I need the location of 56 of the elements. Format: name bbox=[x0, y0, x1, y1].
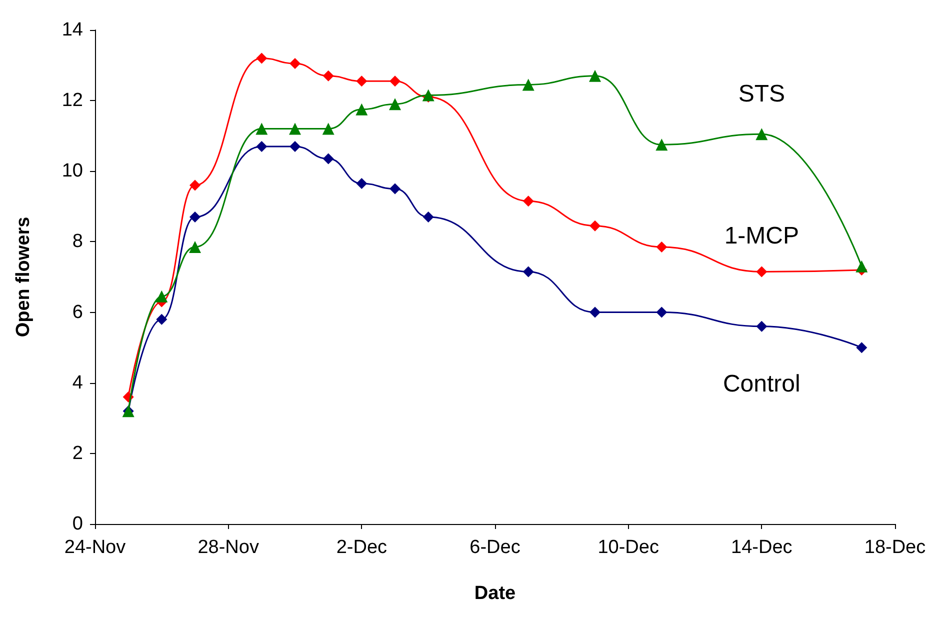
point bbox=[522, 196, 534, 207]
point bbox=[422, 89, 434, 102]
x-tick-label: 6-Dec bbox=[470, 537, 520, 558]
point bbox=[390, 76, 400, 87]
point bbox=[190, 212, 200, 223]
point bbox=[356, 76, 368, 87]
point bbox=[756, 320, 768, 332]
y-tick-label: 4 bbox=[72, 372, 84, 394]
point bbox=[422, 212, 434, 223]
series-label: Control bbox=[722, 370, 800, 398]
point bbox=[189, 241, 201, 254]
point bbox=[290, 140, 300, 152]
y-tick-label: 14 bbox=[62, 20, 84, 40]
y-tick-label: 6 bbox=[72, 302, 83, 323]
point bbox=[589, 70, 601, 82]
point bbox=[290, 58, 300, 70]
point bbox=[756, 128, 768, 140]
x-tick-label: 18-Dec bbox=[864, 537, 926, 558]
point bbox=[522, 78, 534, 91]
point bbox=[356, 103, 368, 116]
point bbox=[656, 306, 668, 318]
y-tick-label: 10 bbox=[62, 160, 83, 182]
y-tick-label: 12 bbox=[62, 90, 83, 112]
point bbox=[390, 183, 400, 194]
point bbox=[389, 98, 401, 110]
point bbox=[322, 153, 334, 164]
point bbox=[190, 180, 200, 191]
point bbox=[156, 314, 168, 325]
x-axis-title: Date bbox=[474, 583, 516, 604]
point bbox=[756, 266, 768, 278]
y-axis-title: Open flowers bbox=[13, 216, 34, 338]
x-tick-label: 28-Nov bbox=[198, 537, 260, 558]
y-tick-label: 8 bbox=[72, 231, 83, 252]
x-tick-label: 10-Dec bbox=[598, 537, 659, 558]
x-tick-label: 14-Dec bbox=[731, 537, 792, 558]
x-tick-label: 2-Dec bbox=[336, 537, 388, 558]
point bbox=[590, 220, 600, 232]
series-label: STS bbox=[738, 80, 786, 108]
x-tick-label: 24-Nov bbox=[64, 537, 126, 558]
point bbox=[289, 122, 301, 135]
series-label: 1-MCP bbox=[724, 222, 800, 250]
point bbox=[322, 122, 334, 135]
point bbox=[322, 70, 334, 82]
point bbox=[656, 138, 668, 151]
y-tick-label: 0 bbox=[72, 514, 83, 534]
point bbox=[590, 306, 600, 318]
point bbox=[256, 122, 268, 135]
point bbox=[356, 178, 368, 189]
y-tick-label: 2 bbox=[72, 442, 83, 464]
point bbox=[656, 242, 668, 253]
point bbox=[856, 342, 868, 354]
point bbox=[856, 260, 868, 272]
point bbox=[256, 52, 268, 64]
point bbox=[156, 290, 168, 302]
point bbox=[522, 266, 534, 278]
point bbox=[256, 140, 268, 152]
